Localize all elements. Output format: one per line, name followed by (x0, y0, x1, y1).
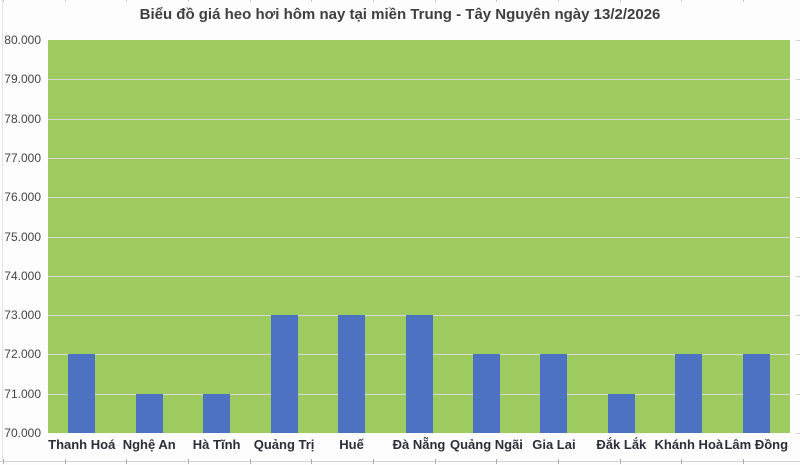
right-axis-tick (796, 79, 800, 81)
bottom-axis-tick (681, 459, 683, 464)
x-axis-label: Quảng Trị (253, 437, 315, 452)
gridline (48, 275, 790, 277)
top-axis-tick (373, 0, 374, 2)
y-axis-label: 76.000 (4, 190, 41, 205)
bottom-axis-tick (64, 459, 66, 464)
top-axis-tick (64, 0, 66, 2)
right-axis-tick (796, 275, 800, 277)
chart-bar (405, 315, 433, 433)
right-axis-tick (796, 433, 800, 434)
y-axis-label: 77.000 (4, 150, 41, 165)
top-axis-tick (3, 0, 4, 2)
x-axis-label: Khánh Hoà (654, 437, 724, 452)
bottom-axis-line (0, 461, 800, 462)
bottom-axis-tick (126, 459, 128, 464)
top-axis-tick (619, 0, 621, 2)
chart-bar (540, 354, 568, 433)
chart-bar (742, 354, 770, 433)
bottom-axis-tick (558, 459, 559, 464)
bottom-axis-tick (249, 459, 251, 464)
chart-bar (68, 354, 96, 433)
bottom-axis-tick (3, 459, 4, 464)
chart-bar (270, 315, 298, 433)
right-axis-tick (796, 157, 800, 159)
bottom-axis-tick (373, 459, 374, 464)
chart-bar (472, 354, 500, 433)
right-axis-tick (796, 118, 800, 120)
y-axis-label: 79.000 (4, 72, 41, 87)
chart-title: Biểu đồ giá heo hơi hôm nay tại miền Tru… (139, 6, 661, 23)
gridline (48, 236, 790, 238)
bottom-axis-tick (188, 459, 189, 464)
top-axis-tick (188, 0, 189, 2)
x-axis-label: Hà Tĩnh (192, 437, 241, 452)
top-axis-tick (558, 0, 559, 2)
x-axis-label: Gia Lai (532, 437, 576, 452)
chart-bar (135, 393, 163, 433)
chart-bar (607, 393, 635, 433)
top-axis-tick (249, 0, 251, 2)
chart-bar (203, 393, 231, 433)
gridline (48, 157, 790, 159)
top-axis-tick (743, 0, 744, 2)
right-axis-tick (796, 315, 800, 317)
bottom-axis-tick (434, 459, 436, 464)
bottom-axis-tick (496, 459, 498, 464)
right-axis-tick (796, 236, 800, 238)
bottom-axis-tick (743, 459, 744, 464)
top-axis-tick (311, 0, 313, 2)
y-axis-label: 74.000 (4, 268, 41, 283)
right-axis-tick (796, 40, 800, 41)
chart-bar (338, 315, 366, 433)
top-axis-tick (681, 0, 683, 2)
gridline (48, 197, 790, 199)
right-axis-tick (796, 354, 800, 356)
y-axis-label: 70.000 (4, 426, 41, 440)
y-axis-label: 78.000 (4, 111, 41, 126)
top-axis-tick (496, 0, 498, 2)
top-axis-tick (434, 0, 436, 2)
x-axis-label: Nghệ An (122, 437, 176, 452)
chart-bar (675, 354, 703, 433)
x-axis-label: Đắk Lắk (596, 437, 647, 452)
chart-plot-area (48, 40, 790, 433)
right-axis-tick (796, 197, 800, 199)
x-axis-label: Đà Nẵng (392, 437, 446, 452)
x-axis-label: Quảng Ngãi (449, 437, 523, 452)
x-axis-label: Thanh Hoá (48, 437, 116, 452)
gridline (48, 118, 790, 120)
bottom-axis-tick (311, 459, 313, 464)
gridline (48, 79, 790, 81)
y-axis-label: 72.000 (4, 347, 41, 362)
bottom-axis-tick (619, 459, 621, 464)
top-axis-tick (126, 0, 128, 2)
left-frame-line (2, 0, 3, 462)
y-axis-label: 75.000 (4, 229, 41, 244)
x-axis-label: Lâm Đồng (724, 437, 789, 452)
y-axis-label: 73.000 (4, 308, 41, 323)
x-axis-label: Huế (339, 437, 364, 452)
right-axis-tick (796, 393, 800, 395)
y-axis-label: 80.000 (4, 33, 41, 47)
y-axis-label: 71.000 (4, 386, 41, 401)
